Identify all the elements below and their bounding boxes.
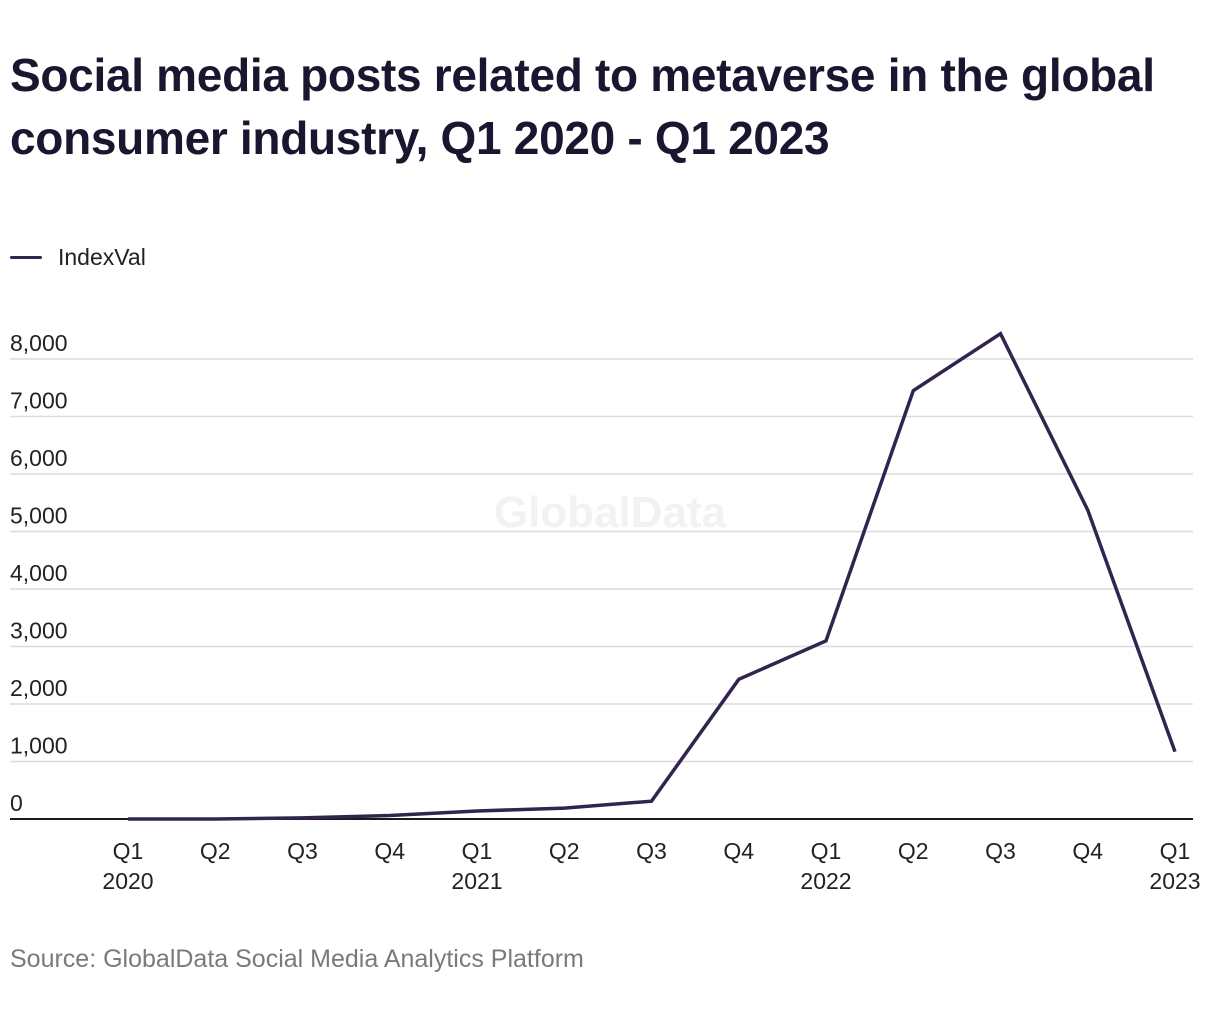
y-tick-label-0: 0 [10,790,23,816]
x-tick-year-label-4: 2021 [451,868,502,894]
y-tick-label-7000: 7,000 [10,388,68,414]
chart-title: Social media posts related to metaverse … [10,49,1155,164]
line-chart: 0 1,000 2,000 3,000 4,000 5,000 6,000 7,000 8,00… [10,330,1201,894]
data-point-1 [213,817,217,821]
data-point-3 [388,814,392,818]
x-tick-label-7: Q4 [723,838,754,864]
data-point-5 [562,806,566,810]
y-tick-label-1000: 1,000 [10,733,68,759]
x-tick-label-8: Q1 [811,838,842,864]
chart-legend: IndexVal [10,240,146,274]
x-tick-year-label-8: 2022 [800,868,851,894]
x-tick-label-9: Q2 [898,838,929,864]
data-point-4 [475,809,479,813]
y-tick-label-2000: 2,000 [10,675,68,701]
data-point-2 [301,816,305,820]
data-point-7 [737,677,741,681]
x-tick-label-2: Q3 [287,838,318,864]
y-tick-label-6000: 6,000 [10,445,68,471]
x-tick-year-label-0: 2020 [102,868,153,894]
x-tick-label-10: Q3 [985,838,1016,864]
y-tick-label-5000: 5,000 [10,503,68,529]
data-point-11 [1086,508,1090,512]
data-point-10 [999,332,1003,336]
x-tick-label-0: Q1 [113,838,144,864]
y-tick-label-8000: 8,000 [10,330,68,356]
data-point-8 [824,639,828,643]
x-tick-year-label-12: 2023 [1149,868,1200,894]
x-tick-label-3: Q4 [374,838,405,864]
data-point-9 [911,389,915,393]
data-point-12 [1173,750,1177,754]
data-point-0 [126,817,130,821]
legend-label-indexval: IndexVal [58,243,146,270]
source-note: Source: GlobalData Social Media Analytic… [10,945,584,973]
x-tick-label-12: Q1 [1160,838,1191,864]
x-tick-label-1: Q2 [200,838,231,864]
y-tick-label-3000: 3,000 [10,618,68,644]
data-point-6 [650,799,654,803]
x-tick-label-4: Q1 [462,838,493,864]
watermark-text: GlobalData [494,488,727,537]
x-tick-label-5: Q2 [549,838,580,864]
legend-line-swatch [10,255,42,259]
series-line-indexval [128,331,1177,821]
y-tick-label-4000: 4,000 [10,560,68,586]
x-tick-label-6: Q3 [636,838,667,864]
x-tick-label-11: Q4 [1072,838,1103,864]
